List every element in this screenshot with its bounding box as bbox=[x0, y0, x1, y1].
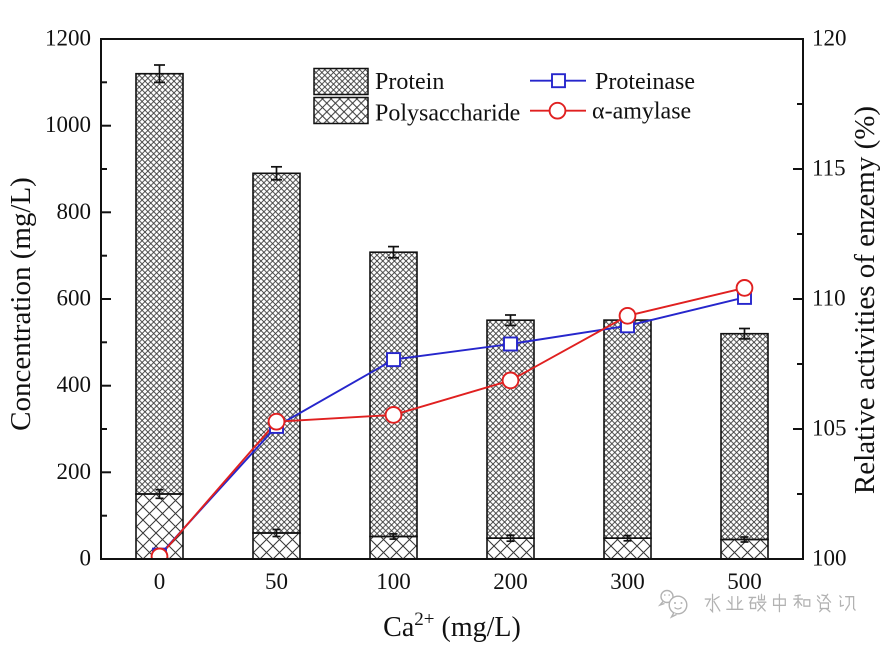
svg-text:Proteinase: Proteinase bbox=[595, 69, 695, 95]
svg-text:120: 120 bbox=[812, 26, 847, 51]
svg-text:300: 300 bbox=[610, 569, 645, 594]
svg-text:200: 200 bbox=[57, 459, 92, 484]
svg-text:500: 500 bbox=[727, 569, 762, 594]
svg-text:400: 400 bbox=[57, 372, 92, 397]
svg-text:Polysaccharide: Polysaccharide bbox=[375, 101, 520, 127]
svg-text:Protein: Protein bbox=[375, 69, 444, 95]
svg-text:1000: 1000 bbox=[45, 112, 91, 137]
svg-text:α-amylase: α-amylase bbox=[592, 99, 691, 125]
svg-text:1200: 1200 bbox=[45, 26, 91, 51]
svg-text:100: 100 bbox=[812, 546, 847, 571]
svg-text:800: 800 bbox=[57, 199, 92, 224]
svg-text:0: 0 bbox=[154, 569, 166, 594]
svg-text:200: 200 bbox=[493, 569, 528, 594]
svg-text:105: 105 bbox=[812, 416, 847, 441]
svg-text:100: 100 bbox=[376, 569, 411, 594]
svg-text:Relative activities of enzemy: Relative activities of enzemy (%) bbox=[849, 106, 881, 494]
svg-text:110: 110 bbox=[812, 286, 846, 311]
svg-text:600: 600 bbox=[57, 286, 92, 311]
svg-text:115: 115 bbox=[812, 156, 846, 181]
svg-text:Ca2+ (mg/L): Ca2+ (mg/L) bbox=[383, 609, 521, 643]
svg-text:Concentration (mg/L): Concentration (mg/L) bbox=[5, 177, 37, 431]
svg-text:50: 50 bbox=[265, 569, 288, 594]
svg-text:0: 0 bbox=[80, 546, 92, 571]
